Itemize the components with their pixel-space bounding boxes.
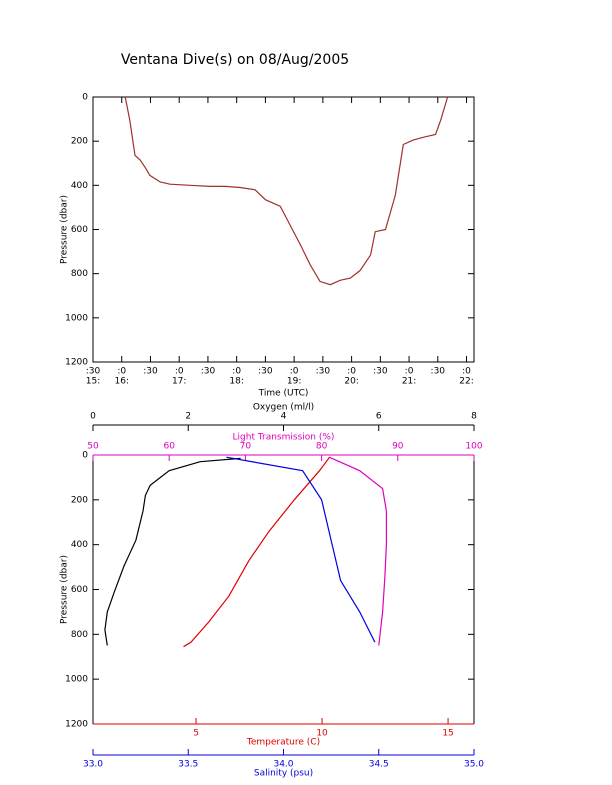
x-axis-label: Time (UTC): [258, 389, 309, 399]
x-tick-label: :0: [290, 367, 299, 377]
x-tick-label: 50: [87, 442, 99, 452]
x-tick-label: :30: [86, 367, 101, 377]
profile-line: [183, 456, 331, 648]
y-tick-label: 1200: [65, 720, 88, 730]
x-tick-label: :0: [405, 367, 414, 377]
profile-line: [104, 457, 241, 646]
x-axis-label: Salinity (psu): [254, 769, 313, 779]
y-tick-label: 600: [71, 225, 88, 235]
x-tick-label: :0: [347, 367, 356, 377]
x-tick-label: 0: [90, 412, 96, 422]
x-tick-label: :30: [373, 367, 388, 377]
y-tick-label: 200: [71, 137, 88, 147]
x-tick-label: 10: [316, 729, 328, 739]
x-tick-label: 4: [281, 412, 287, 422]
x-tick-sublabel: 20:: [344, 377, 358, 387]
y-tick-label: 400: [71, 540, 88, 550]
y-tick-label: 1000: [65, 313, 88, 323]
x-tick-label: :30: [143, 367, 158, 377]
x-tick-sublabel: 21:: [402, 377, 416, 387]
x-tick-sublabel: 15:: [86, 377, 100, 387]
chart-title: Ventana Dive(s) on 08/Aug/2005: [121, 52, 349, 68]
x-tick-label: 33.0: [83, 760, 103, 770]
x-tick-label: :30: [258, 367, 273, 377]
x-tick-label: :30: [431, 367, 446, 377]
y-tick-label: 0: [82, 93, 88, 103]
x-tick-label: :0: [175, 367, 184, 377]
x-tick-label: 60: [163, 442, 175, 452]
x-tick-sublabel: 16:: [114, 377, 128, 387]
x-tick-label: 6: [376, 412, 382, 422]
y-tick-label: 800: [71, 630, 88, 640]
x-tick-label: 100: [465, 442, 482, 452]
profile-line: [328, 456, 387, 646]
x-tick-sublabel: 22:: [459, 377, 473, 387]
x-tick-label: 33.5: [178, 760, 198, 770]
x-tick-label: 90: [392, 442, 404, 452]
y-tick-label: 200: [71, 495, 88, 505]
plot-frame: [92, 96, 475, 363]
y-axis-label: Pressure (dbar): [60, 555, 70, 624]
x-tick-label: :0: [232, 367, 241, 377]
x-tick-sublabel: 17:: [172, 377, 186, 387]
y-tick-label: 1200: [65, 358, 88, 368]
x-tick-label: 8: [471, 412, 477, 422]
x-tick-label: 80: [316, 442, 328, 452]
x-tick-label: 34.5: [369, 760, 389, 770]
x-tick-label: 70: [240, 442, 252, 452]
x-axis-label: Temperature (C): [246, 738, 320, 748]
x-tick-label: 15: [442, 729, 453, 739]
y-axis-label: Pressure (dbar): [60, 195, 70, 264]
x-tick-label: 2: [185, 412, 191, 422]
x-tick-label: :0: [462, 367, 471, 377]
x-axis-label: Light Transmission (%): [233, 433, 335, 443]
y-tick-label: 600: [71, 585, 88, 595]
x-tick-label: :30: [316, 367, 331, 377]
y-tick-label: 0: [82, 451, 88, 461]
x-axis-label: Oxygen (ml/l): [253, 403, 314, 413]
profile-line: [226, 456, 376, 643]
dive-line: [124, 96, 449, 286]
x-tick-sublabel: 19:: [287, 377, 301, 387]
x-tick-label: :0: [117, 367, 126, 377]
x-tick-sublabel: 18:: [229, 377, 243, 387]
y-tick-label: 800: [71, 269, 88, 279]
y-tick-label: 1000: [65, 675, 88, 685]
y-tick-label: 400: [71, 181, 88, 191]
x-tick-label: 34.0: [273, 760, 293, 770]
x-tick-label: 35.0: [464, 760, 484, 770]
x-tick-label: 5: [193, 729, 199, 739]
x-tick-label: :30: [201, 367, 216, 377]
